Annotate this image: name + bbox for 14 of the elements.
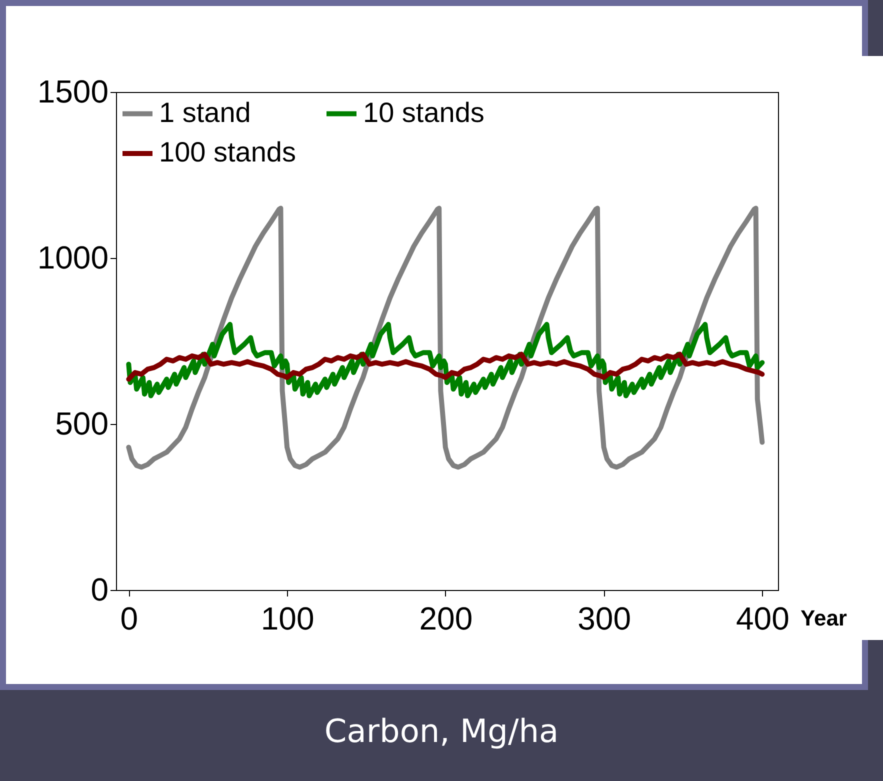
- y-tick-label: 1500: [37, 74, 108, 110]
- text: Carbon, Mg/ha: [323, 712, 560, 750]
- y-tick-label: 500: [55, 406, 108, 442]
- legend-label: 100 stands: [159, 136, 296, 168]
- y-tick-label: 1000: [37, 240, 108, 276]
- x-tick-label: 300: [578, 600, 631, 636]
- legend-label: 10 stands: [363, 96, 484, 128]
- y-tick-label: 0: [90, 572, 108, 608]
- x-tick-label: 400: [736, 600, 790, 636]
- legend-label: 1 stand: [159, 96, 251, 128]
- x-tick-label: 200: [419, 600, 473, 636]
- x-axis-title: Year: [800, 606, 848, 630]
- x-tick-label: 0: [120, 600, 138, 636]
- x-tick-label: 100: [260, 600, 314, 636]
